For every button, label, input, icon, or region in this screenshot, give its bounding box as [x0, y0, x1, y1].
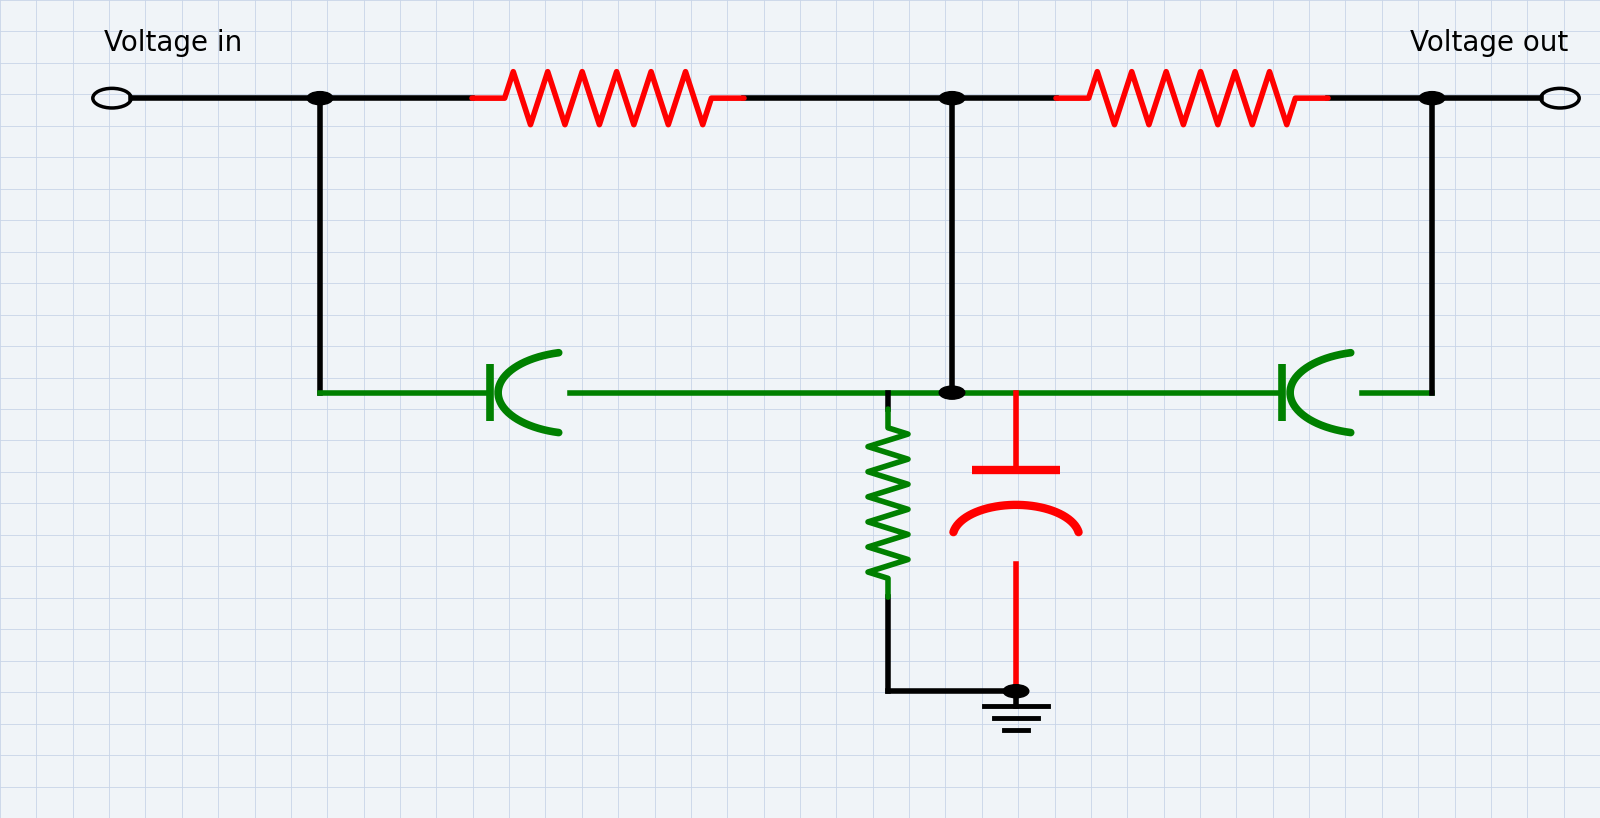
Circle shape — [939, 92, 965, 105]
Text: Voltage in: Voltage in — [104, 29, 242, 57]
Circle shape — [1419, 92, 1445, 105]
Text: Voltage out: Voltage out — [1410, 29, 1568, 57]
Circle shape — [307, 92, 333, 105]
Circle shape — [939, 386, 965, 399]
Circle shape — [1003, 685, 1029, 698]
